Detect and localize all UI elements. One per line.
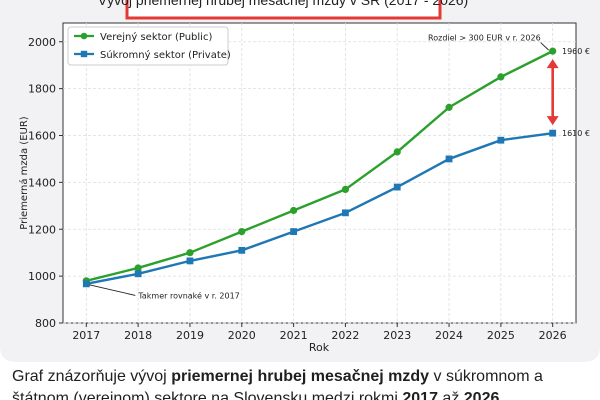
y-tick-label: 2000 (28, 36, 56, 49)
difference-arrow-head-up (546, 59, 559, 69)
y-tick-label: 1000 (28, 270, 56, 283)
x-tick-label: 2021 (280, 329, 308, 342)
x-axis-label: Rok (309, 341, 330, 354)
annotation-pointer-difference (540, 42, 549, 51)
series-lines (86, 50, 554, 286)
data-point-private (134, 270, 142, 278)
legend-label-private: Súkromný sektor (Private) (100, 49, 231, 61)
y-axis-label: Priemerná mzda (EUR) (18, 116, 30, 230)
annotations: Takmer rovnaké v r. 2017 Rozdiel > 300 EU… (89, 34, 590, 300)
caption-text-4: . (499, 390, 504, 400)
data-point-private (186, 257, 194, 265)
annotation-text-difference: Rozdiel > 300 EUR v r. 2026 (428, 34, 541, 43)
chart-title: Vývoj priemernej hrubej mesačnej mzdy v … (98, 0, 468, 8)
wage-chart: Vývoj priemernej hrubej mesačnej mzdy v … (18, 0, 590, 354)
caption-text-3: až (437, 390, 464, 400)
x-tick-label: 2019 (176, 329, 204, 342)
x-tick-label: 2024 (435, 329, 463, 342)
data-point-private (445, 155, 453, 163)
data-point-public (341, 185, 350, 194)
data-point-private (238, 246, 246, 254)
axis-ticks: 800 1000 1200 1400 1600 1800 2000 2017 2018 2019 2… (28, 36, 567, 342)
data-point-public (134, 264, 142, 272)
plot-area (62, 22, 577, 324)
x-tick-label: 2018 (124, 329, 152, 342)
difference-arrow-head-down (546, 116, 559, 126)
data-point-private (393, 183, 401, 191)
series-line-private (86, 131, 553, 286)
data-point-public (238, 227, 246, 236)
series-line-public (86, 50, 554, 282)
x-tick-label: 2023 (383, 329, 411, 342)
x-tick-label: 2017 (72, 329, 100, 342)
data-point-public (497, 73, 505, 81)
data-point-public (186, 249, 194, 257)
data-point-public (393, 148, 401, 156)
annotation-value-public: 1960 € (562, 47, 590, 56)
annotation-pointer-2017 (89, 284, 136, 296)
annotation-value-private: 1610 € (562, 129, 590, 138)
data-point-public (445, 103, 453, 111)
data-point-private (549, 129, 557, 137)
data-point-public (289, 206, 298, 215)
data-point-private (290, 228, 297, 235)
legend-label-public: Verejný sektor (Public) (100, 31, 212, 43)
legend-marker-public (80, 32, 88, 40)
data-point-private (497, 136, 505, 144)
caption-bold-1: priemernej hrubej mesačnej mzdy (171, 368, 430, 385)
x-tick-label: 2026 (539, 329, 567, 342)
y-tick-label: 1800 (28, 83, 56, 96)
x-tick-label: 2025 (487, 329, 515, 342)
caption-text-1: Graf znázorňuje vývoj (12, 368, 172, 385)
legend: Verejný sektor (Public) Súkromný sektor … (67, 26, 231, 66)
annotation-text-2017: Takmer rovnaké v r. 2017 (137, 290, 239, 300)
legend-marker-private (80, 50, 88, 58)
caption-bold-3: 2026 (463, 390, 500, 400)
y-tick-label: 1400 (28, 176, 56, 189)
y-tick-label: 800 (35, 317, 56, 330)
chart-title-box (125, 0, 442, 20)
x-tick-label: 2020 (228, 329, 256, 342)
series-markers (82, 47, 557, 288)
data-point-private (82, 280, 90, 288)
x-tick-label: 2022 (331, 329, 359, 342)
caption-bold-2: 2017 (402, 390, 438, 400)
data-point-private (342, 209, 349, 217)
y-tick-label: 1200 (28, 223, 56, 236)
data-point-public (549, 47, 557, 55)
caption: Graf znázorňuje vývoj priemernej hrubej … (12, 366, 596, 400)
caption-text-2: v súkromnom a štátnom (verejnom) sektore… (12, 368, 543, 400)
y-tick-label: 1600 (28, 130, 56, 143)
